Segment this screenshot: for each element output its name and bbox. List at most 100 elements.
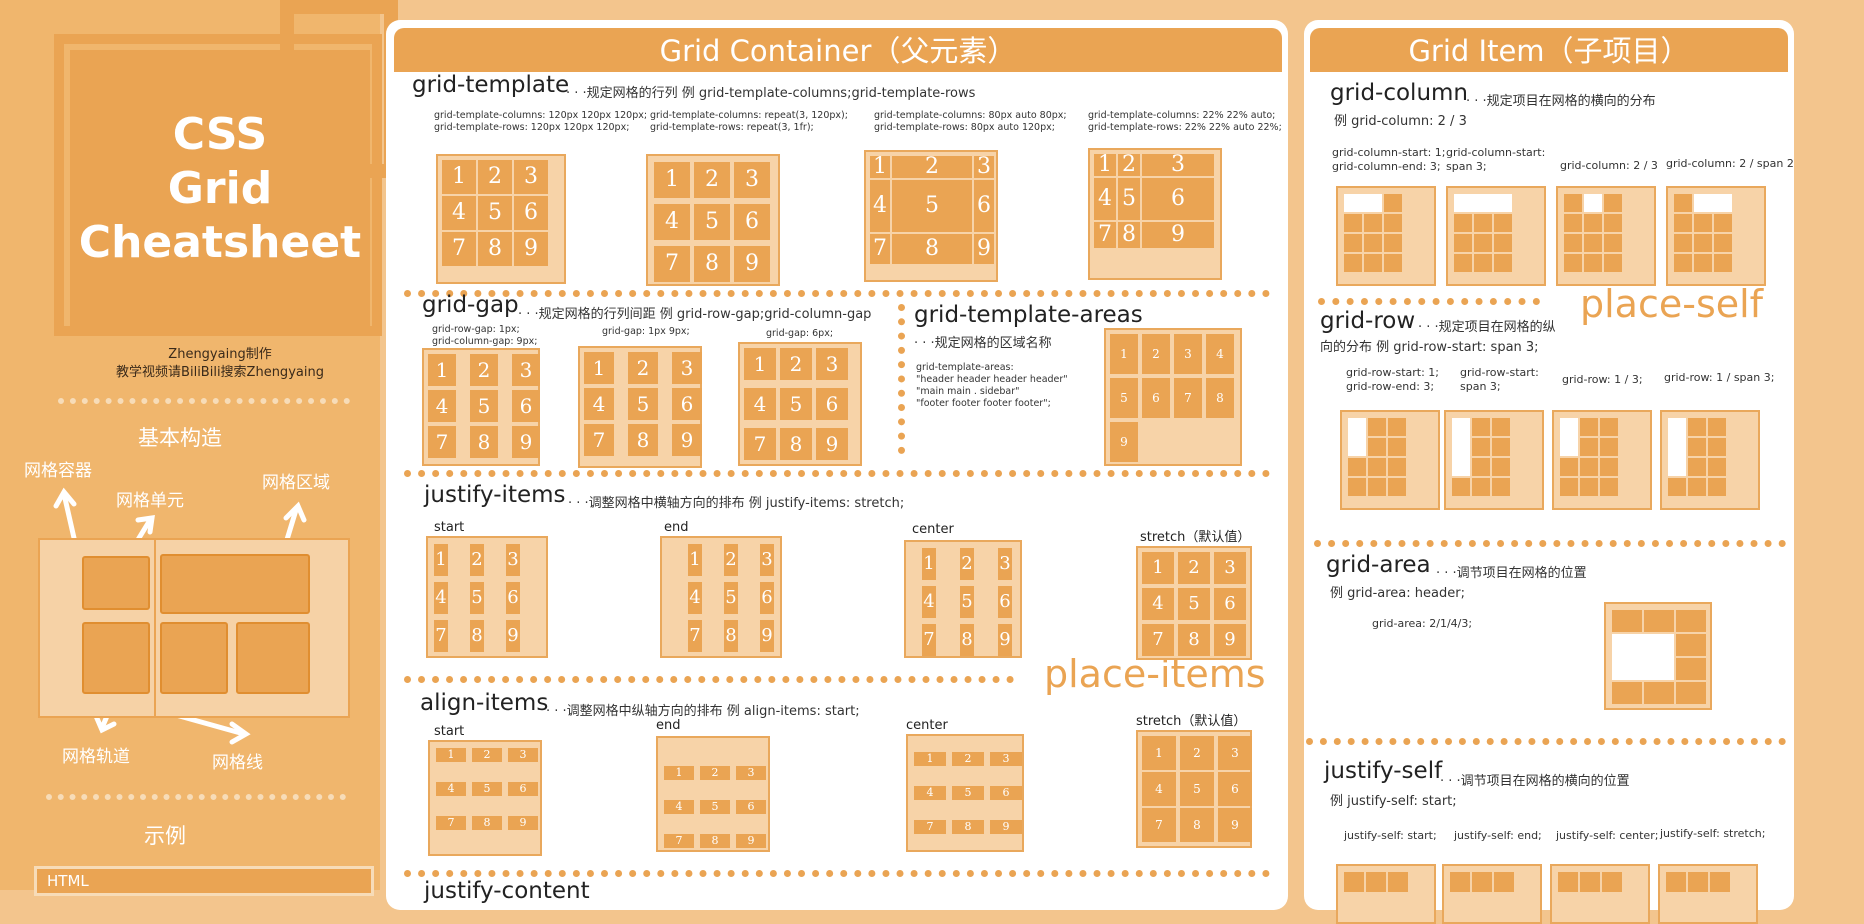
grid-cell: 8 <box>1118 222 1140 248</box>
grid-cell: 6 <box>514 196 548 230</box>
grid-cell <box>1714 254 1732 272</box>
grid-cell: 8 <box>1180 808 1214 842</box>
section-example: 例 justify-self: start; <box>1330 794 1457 809</box>
grid-cell: 3 <box>1218 736 1252 770</box>
grid-cell <box>1344 254 1362 272</box>
grid-cell <box>1492 418 1510 436</box>
grid-cell: 7 <box>434 620 448 652</box>
grid-cell <box>1666 872 1686 892</box>
example-label: start <box>434 724 465 739</box>
grid-cell: 4 <box>428 390 456 422</box>
grid-cell: 1 <box>1110 334 1138 374</box>
grid-cell: 4 <box>1142 588 1174 620</box>
grid-cell: 3 <box>974 156 994 178</box>
grid-cell: 9 <box>1142 222 1214 248</box>
divider <box>1314 540 1786 547</box>
grid-cell: 8 <box>1206 378 1234 418</box>
grid-cell: 5 <box>470 390 498 422</box>
grid-cell: 6 <box>512 390 540 422</box>
grid-cell: 2 <box>470 354 498 386</box>
code-label: justify-self: end; <box>1454 829 1542 842</box>
grid-cell: 8 <box>470 426 498 458</box>
grid-cell: 9 <box>512 426 540 458</box>
grid-cell: 5 <box>892 180 972 232</box>
grid-cell <box>1584 254 1602 272</box>
grid-cell <box>1644 682 1674 704</box>
grid-cell <box>1472 418 1490 436</box>
grid-cell <box>1368 418 1386 436</box>
grid-cell: 1 <box>914 752 946 766</box>
grid-cell: 1 <box>870 156 890 178</box>
grid-cell <box>1384 214 1402 232</box>
section-desc: · · ·规定网格的行列间距 例 grid-row-gap;grid-colum… <box>518 307 872 322</box>
grid-cell: 9 <box>736 834 766 848</box>
grid-cell: 6 <box>990 786 1022 800</box>
code-label: grid-column: 2 / span 2 <box>1666 157 1794 170</box>
grid-structure-diagram <box>38 538 350 718</box>
grid-cell <box>1560 458 1578 476</box>
grid-cell: 4 <box>436 782 466 796</box>
code-label: grid-row: 1 / span 3; <box>1664 371 1775 384</box>
grid-cell: 1 <box>664 766 694 780</box>
arrows-icon <box>53 487 307 745</box>
grid-cell <box>1454 214 1472 232</box>
grid-cell <box>1474 234 1492 252</box>
diagram-cell <box>236 622 310 694</box>
code-label: grid-template-columns: repeat(3, 120px);… <box>650 110 848 133</box>
grid-cell: 3 <box>672 352 702 384</box>
grid-cell <box>1472 872 1492 892</box>
divider <box>58 398 350 404</box>
example-label: center <box>912 522 954 537</box>
grid-cell: 2 <box>700 766 730 780</box>
grid-cell: 1 <box>654 162 690 198</box>
grid-cell <box>1714 214 1732 232</box>
grid-cell <box>1694 254 1712 272</box>
section-title-grid-column: grid-column <box>1330 80 1469 106</box>
grid-cell: 5 <box>694 204 730 240</box>
grid-cell <box>1388 458 1406 476</box>
grid-cell: 7 <box>914 820 946 834</box>
grid-cell: 4 <box>1142 772 1176 806</box>
example-grid <box>1446 186 1546 286</box>
code-label: grid-template-columns: 80px auto 80px; gr… <box>874 110 1067 133</box>
grid-cell <box>1474 214 1492 232</box>
grid-cell <box>1612 682 1642 704</box>
code-label: justify-self: start; <box>1344 829 1437 842</box>
grid-cell <box>1688 418 1706 436</box>
grid-cell: 2 <box>694 162 730 198</box>
grid-cell: 1 <box>1142 736 1176 770</box>
grid-cell <box>1564 214 1582 232</box>
grid-cell: 6 <box>1218 772 1252 806</box>
section-title-justify-items: justify-items <box>424 482 566 508</box>
grid-cell: 3 <box>508 748 538 762</box>
example-grid <box>1658 864 1758 924</box>
section-example: 例 grid-column: 2 / 3 <box>1334 114 1467 129</box>
diagram-area <box>160 554 310 614</box>
grid-cell: 9 <box>1110 422 1138 462</box>
grid-cell: 8 <box>470 620 484 652</box>
grid-cell <box>1452 478 1470 496</box>
grid-cell: 5 <box>780 388 812 420</box>
grid-cell: 6 <box>1214 588 1246 620</box>
grid-cell <box>1604 194 1622 212</box>
author-video-hint: 教学视频请BiliBili搜索Zhengyaing <box>116 365 324 380</box>
grid-cell: 7 <box>870 234 890 264</box>
grid-cell <box>1676 634 1706 656</box>
section-desc: · · ·规定项目在网格的纵 <box>1418 320 1556 335</box>
grid-cell: 3 <box>998 548 1012 580</box>
place-self-label: place-self <box>1580 282 1764 326</box>
grid-cell <box>1584 194 1602 212</box>
section-desc: · · ·调节项目在网格的横向的位置 <box>1440 774 1630 789</box>
section-desc: · · ·规定项目在网格的横向的分布 <box>1466 94 1656 109</box>
grid-cell: 9 <box>1214 624 1246 656</box>
grid-cell <box>1584 214 1602 232</box>
section-desc: 向的分布 例 grid-row-start: span 3; <box>1320 340 1539 355</box>
grid-cell <box>1676 658 1706 680</box>
